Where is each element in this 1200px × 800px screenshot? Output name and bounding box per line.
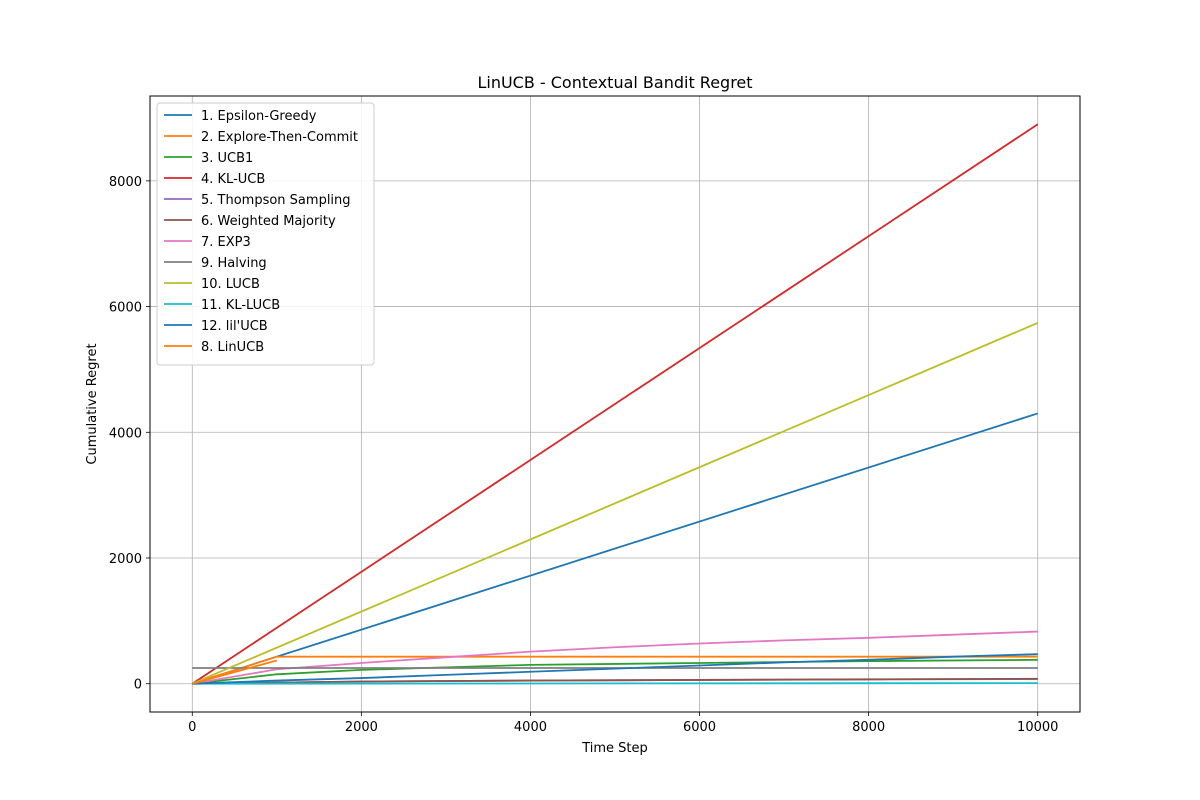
x-axis-label: Time Step bbox=[581, 741, 648, 756]
legend-label: 7. EXP3 bbox=[201, 235, 251, 250]
legend: 1. Epsilon-Greedy 2. Explore-Then-Commit 3… bbox=[156, 102, 375, 366]
x-tick-label: 2000 bbox=[345, 720, 378, 735]
y-axis-label: Cumulative Regret bbox=[85, 343, 100, 464]
legend-label: 8. LinUCB bbox=[201, 340, 264, 355]
series-layer bbox=[191, 123, 1039, 685]
series-line bbox=[192, 659, 278, 685]
series-line bbox=[191, 322, 1039, 685]
chart-title: LinUCB - Contextual Bandit Regret bbox=[477, 73, 752, 92]
x-tick-label: 8000 bbox=[852, 720, 885, 735]
series-line bbox=[192, 630, 1038, 685]
y-tick-label: 4000 bbox=[109, 426, 142, 441]
legend-label: 11. KL-LUCB bbox=[201, 298, 280, 313]
legend-label: 1. Epsilon-Greedy bbox=[201, 109, 317, 124]
legend-box bbox=[156, 102, 375, 366]
series-line bbox=[192, 682, 1038, 685]
legend-label: 2. Explore-Then-Commit bbox=[201, 130, 358, 145]
series-line bbox=[192, 653, 1038, 685]
x-tick-label: 4000 bbox=[514, 720, 547, 735]
legend-label: 5. Thompson Sampling bbox=[201, 193, 351, 208]
legend-label: 3. UCB1 bbox=[201, 151, 253, 166]
legend-label: 6. Weighted Majority bbox=[201, 214, 336, 229]
series-line bbox=[191, 655, 1038, 685]
legend-label: 4. KL-UCB bbox=[201, 172, 265, 187]
y-tick-label: 0 bbox=[134, 678, 142, 693]
y-tick-label: 8000 bbox=[109, 175, 142, 190]
axes-frame bbox=[149, 95, 1081, 713]
series-line bbox=[191, 123, 1039, 685]
ticks: 0 2000 4000 6000 8000 10000 0 2000 4000 6000 8000 bbox=[109, 175, 1059, 735]
x-tick-label: 6000 bbox=[683, 720, 716, 735]
x-tick-label: 0 bbox=[188, 720, 196, 735]
y-tick-label: 2000 bbox=[109, 552, 142, 567]
series-line bbox=[191, 412, 1039, 685]
legend-label: 9. Halving bbox=[201, 256, 267, 271]
legend-label: 10. LUCB bbox=[201, 277, 260, 292]
series-line bbox=[192, 677, 1038, 685]
y-tick-label: 6000 bbox=[109, 301, 142, 316]
x-tick-label: 10000 bbox=[1017, 720, 1058, 735]
legend-label: 12. lil'UCB bbox=[201, 319, 268, 334]
